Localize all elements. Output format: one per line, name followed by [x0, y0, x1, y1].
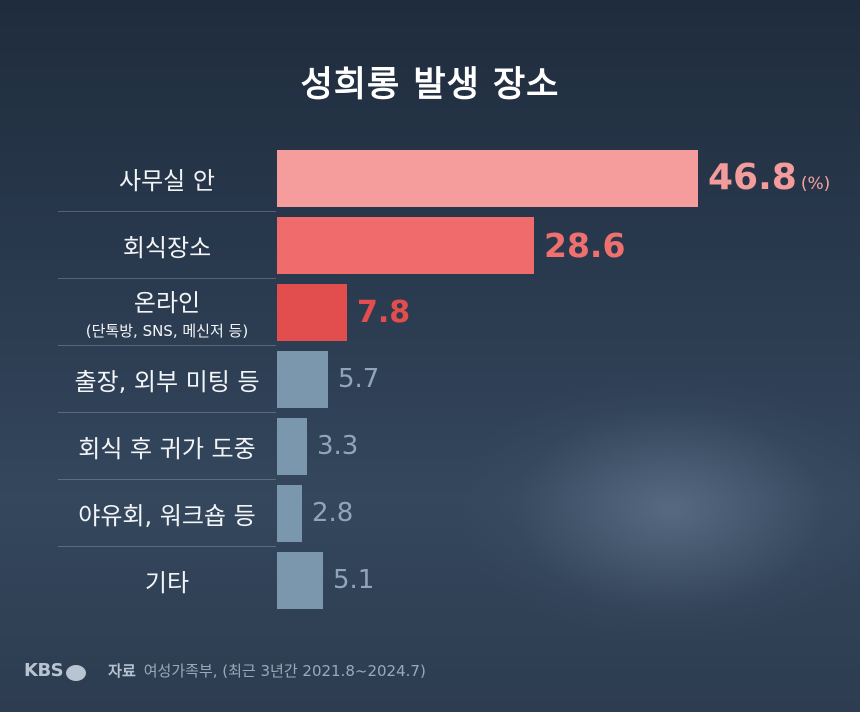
value-number: 5.7 [338, 363, 380, 394]
chart-title: 성희롱 발생 장소 [300, 65, 560, 105]
background-figure [470, 380, 860, 640]
row-divider [58, 345, 276, 346]
bar [277, 485, 302, 542]
category-label: 회식장소 [58, 228, 276, 263]
category-label: 야유회, 워크숍 등 [58, 496, 276, 531]
value-label: 7.8 [357, 295, 410, 330]
category-label-text: 사무실 안 [119, 167, 215, 195]
row-divider [58, 211, 276, 212]
row-divider [58, 278, 276, 279]
category-label: 온라인 (단톡방, SNS, 메신저 등) [58, 283, 276, 341]
bar [277, 217, 534, 274]
value-label: 28.6 [544, 226, 625, 265]
value-number: 46.8 [708, 156, 797, 198]
category-label: 사무실 안 [58, 161, 276, 196]
unit-label: (%) [800, 173, 831, 194]
category-label-text: 온라인 [133, 289, 201, 317]
category-label: 출장, 외부 미팅 등 [58, 362, 276, 397]
source-text: 여성가족부, (최근 3년간 2021.8~2024.7) [143, 662, 426, 680]
value-number: 5.1 [333, 564, 375, 595]
category-label-text: 출장, 외부 미팅 등 [74, 368, 260, 396]
category-sublabel: (단톡방, SNS, 메신저 등) [85, 322, 249, 340]
row-divider [58, 412, 276, 413]
bar [277, 418, 307, 475]
bar [277, 552, 323, 609]
kbs-logo: KBS [24, 660, 64, 681]
kbs-logo-icon [66, 664, 87, 681]
value-number: 7.8 [357, 294, 411, 330]
value-label: 5.1 [333, 565, 374, 595]
value-number: 3.3 [317, 430, 359, 461]
bar [277, 150, 698, 207]
category-label-text: 회식 후 귀가 도중 [78, 435, 256, 463]
bar [277, 284, 347, 341]
value-label: 3.3 [317, 431, 358, 461]
footer: KBS 자료 여성가족부, (최근 3년간 2021.8~2024.7) [24, 660, 426, 681]
value-number: 28.6 [544, 225, 626, 265]
bar [277, 351, 328, 408]
source-label: 자료 [108, 662, 136, 680]
category-label-text: 회식장소 [122, 234, 212, 262]
row-divider [58, 479, 276, 480]
value-label: 2.8 [312, 498, 353, 528]
value-label: 46.8 (%) [708, 157, 830, 198]
row-divider [58, 546, 276, 547]
category-label-text: 야유회, 워크숍 등 [78, 502, 256, 530]
category-label: 기타 [58, 563, 276, 598]
category-label: 회식 후 귀가 도중 [58, 429, 276, 464]
value-label: 5.7 [338, 364, 379, 394]
value-number: 2.8 [312, 497, 354, 528]
category-label-text: 기타 [144, 569, 190, 597]
